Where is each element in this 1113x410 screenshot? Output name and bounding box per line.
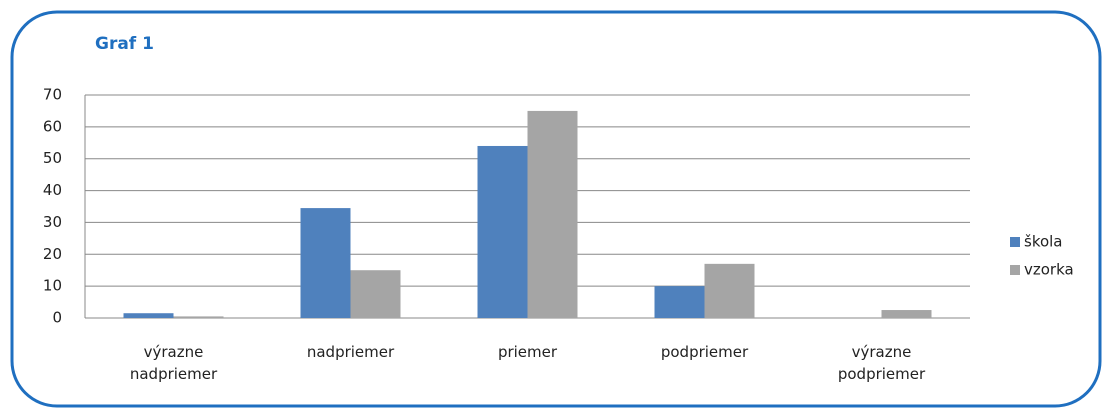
bar bbox=[704, 263, 755, 318]
bar bbox=[350, 270, 401, 318]
y-tick-label: 0 bbox=[52, 309, 62, 327]
y-tick-label: 50 bbox=[43, 149, 62, 167]
y-tick-label: 30 bbox=[43, 213, 62, 231]
bar bbox=[123, 313, 174, 318]
y-tick-label: 40 bbox=[43, 181, 62, 199]
bar bbox=[477, 145, 528, 318]
chart-title: Graf 1 bbox=[95, 34, 154, 54]
bar bbox=[881, 310, 932, 318]
x-tick-label: výrazne nadpriemer bbox=[129, 343, 218, 383]
legend-swatch bbox=[1010, 237, 1020, 247]
x-tick-label: výrazne podpriemer bbox=[837, 343, 926, 383]
bar bbox=[527, 110, 578, 318]
legend-swatch bbox=[1010, 265, 1020, 275]
y-tick-label: 10 bbox=[43, 277, 62, 295]
bar bbox=[654, 286, 705, 318]
bar bbox=[300, 208, 351, 318]
x-tick-label: nadpriemer bbox=[306, 343, 395, 361]
y-tick-label: 60 bbox=[43, 117, 62, 135]
frame bbox=[10, 10, 1102, 408]
legend-label: škola bbox=[1024, 233, 1063, 251]
x-tick-label: podpriemer bbox=[660, 343, 749, 361]
x-tick-label: priemer bbox=[497, 343, 558, 361]
y-tick-label: 20 bbox=[43, 245, 62, 263]
bar bbox=[173, 316, 224, 318]
legend-label: vzorka bbox=[1024, 261, 1074, 279]
y-tick-label: 70 bbox=[43, 86, 62, 104]
